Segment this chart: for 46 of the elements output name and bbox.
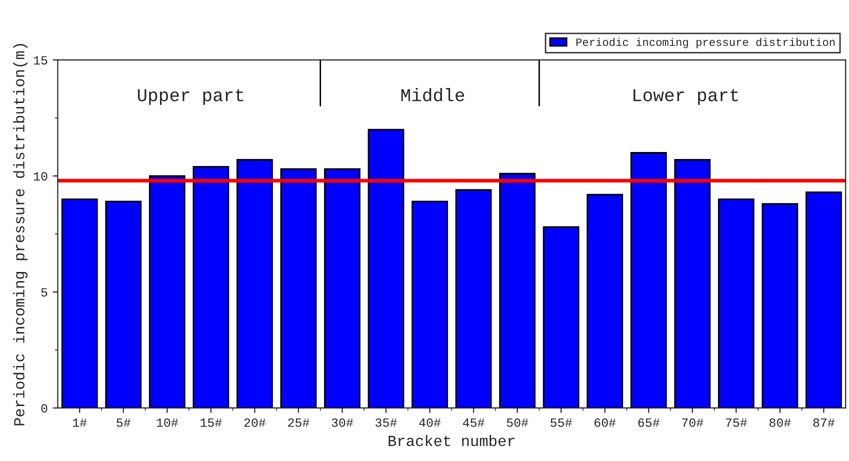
bar: [586, 194, 624, 408]
y-tick-label: 15: [34, 56, 48, 65]
x-tick-label: 1#: [73, 418, 87, 427]
bar: [674, 159, 711, 408]
bar: [630, 152, 667, 408]
bar: [105, 200, 142, 408]
bar: [280, 168, 317, 408]
x-tick-label: 45#: [462, 418, 484, 427]
bar: [762, 203, 798, 408]
bar: [148, 175, 186, 408]
y-axis-title: Periodic incoming pressure distribution(m): [13, 44, 28, 426]
bar: [412, 200, 448, 408]
x-tick-label: 70#: [682, 418, 704, 427]
y-tick-label: 0: [41, 404, 48, 413]
x-tick-label: 30#: [332, 418, 354, 427]
bar: [61, 198, 98, 408]
x-tick-label: 55#: [550, 418, 572, 427]
x-tick-label: 20#: [244, 418, 266, 427]
y-tick-label: 5: [41, 288, 48, 297]
x-tick-label: 5#: [116, 418, 130, 427]
x-tick-label: 15#: [200, 418, 222, 427]
x-tick-label: 80#: [770, 418, 791, 427]
x-tick-label: 25#: [288, 418, 310, 427]
x-tick-label: 65#: [638, 418, 660, 427]
x-tick-label: 35#: [376, 418, 397, 427]
annotation: Lower part: [634, 89, 738, 105]
bar: [192, 166, 230, 408]
bar: [718, 198, 754, 408]
bar: [806, 191, 842, 408]
annotation: Middle: [401, 88, 464, 102]
x-tick-label: 87#: [813, 418, 835, 427]
bar: [455, 189, 492, 408]
legend-label: Periodic incoming pressure distribution: [576, 38, 835, 48]
x-tick-label: 60#: [594, 418, 616, 427]
bar: [324, 168, 360, 408]
x-tick-label: 40#: [419, 418, 441, 427]
x-axis-title: Bracket number: [388, 434, 514, 446]
annotation: Upper part: [138, 89, 244, 105]
bar: [368, 128, 404, 408]
x-tick-label: 75#: [726, 418, 748, 427]
x-tick-label: 50#: [506, 418, 528, 427]
bar: [499, 172, 536, 408]
bar: [236, 159, 273, 408]
bar: [542, 226, 580, 408]
y-tick-label: 10: [34, 172, 48, 181]
x-tick-label: 10#: [156, 418, 178, 427]
